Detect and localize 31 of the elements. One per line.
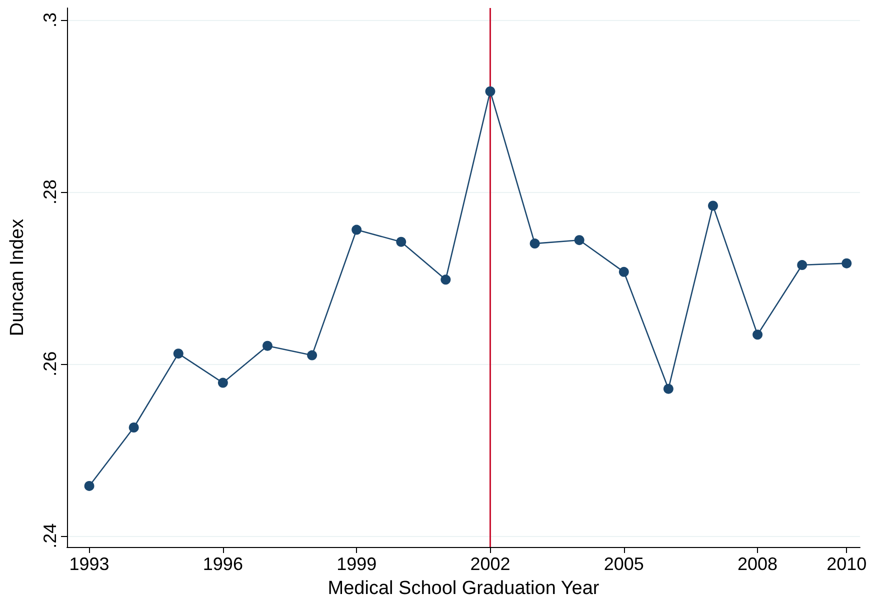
point xyxy=(262,340,272,351)
point xyxy=(352,224,362,235)
point xyxy=(173,348,184,359)
point xyxy=(708,200,718,211)
y-tick-label: .28 xyxy=(40,179,60,204)
point xyxy=(218,378,228,388)
point xyxy=(618,266,629,277)
point xyxy=(307,350,318,360)
point xyxy=(752,330,763,340)
point xyxy=(440,274,451,285)
point xyxy=(485,86,496,96)
point xyxy=(128,422,139,433)
x-tick-label: 1993 xyxy=(69,554,110,574)
point xyxy=(530,238,540,249)
y-axis-title: Duncan Index xyxy=(7,218,28,336)
x-tick-label: 1996 xyxy=(202,554,243,574)
point xyxy=(663,384,674,394)
y-tick-label: .24 xyxy=(40,523,60,548)
x-tick-label: 2002 xyxy=(470,554,510,574)
x-tick-label: 2008 xyxy=(738,554,778,574)
x-tick-label: 2010 xyxy=(826,554,867,574)
point xyxy=(84,480,94,491)
point xyxy=(574,235,584,246)
y-tick-label: .26 xyxy=(40,351,60,376)
point xyxy=(842,258,852,268)
x-tick-label: 2005 xyxy=(604,554,644,574)
x-tick-label: 1999 xyxy=(336,554,377,574)
point xyxy=(396,236,406,247)
x-axis-title: Medical School Graduation Year xyxy=(328,578,600,599)
y-tick-label: .3 xyxy=(40,12,60,28)
point xyxy=(797,260,808,270)
